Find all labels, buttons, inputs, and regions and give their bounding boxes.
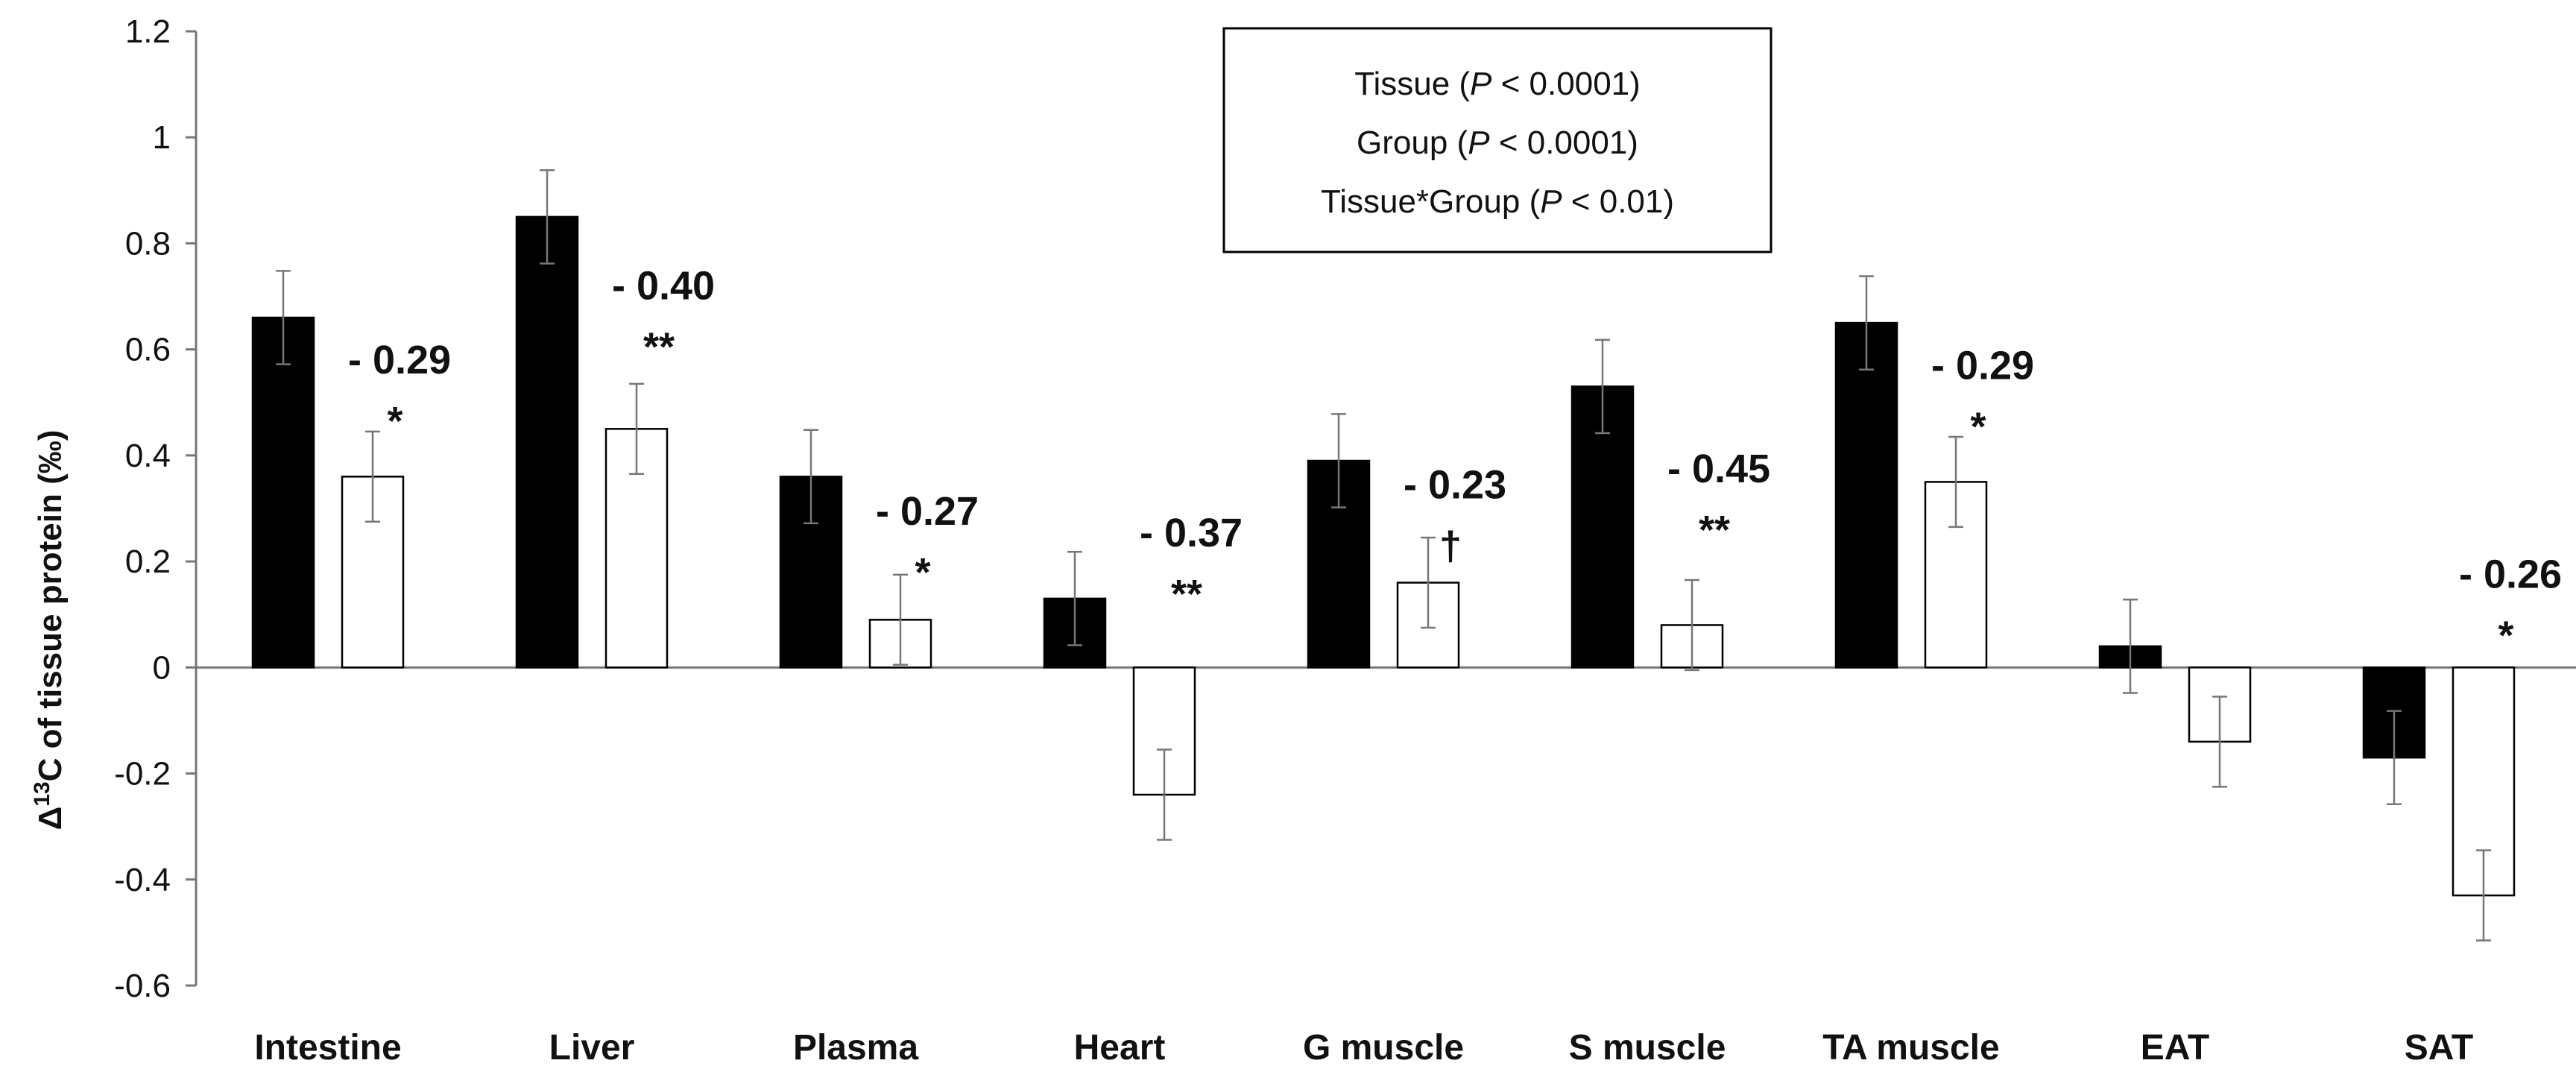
difference-label: - 0.40 — [612, 264, 715, 309]
stats-line-group: Group (P < 0.0001) — [1357, 124, 1638, 161]
difference-label: - 0.23 — [1404, 462, 1506, 507]
difference-label: - 0.37 — [1140, 511, 1243, 555]
stats-line-interaction: Tissue*Group (P < 0.01) — [1321, 183, 1674, 220]
difference-label: - 0.29 — [348, 338, 451, 382]
stats-line-tissue: Tissue (P < 0.0001) — [1354, 66, 1641, 102]
x-category-label: SAT — [2405, 1028, 2473, 1068]
y-tick-label: 0.2 — [125, 543, 171, 580]
y-axis-label: Δ13C of tissue protein (‰) — [30, 430, 69, 830]
bars-group — [251, 169, 2516, 942]
y-tick-label: 0.4 — [125, 438, 171, 474]
y-tick-label: 1 — [153, 119, 171, 156]
significance-marker: * — [1970, 404, 1986, 449]
y-tick-label: -0.4 — [114, 862, 171, 898]
bar-group1 — [515, 215, 579, 669]
stats-box-frame — [1222, 27, 1772, 253]
difference-label: - 0.27 — [876, 489, 979, 534]
y-tick-label: -0.6 — [114, 968, 171, 1004]
x-category-label: Intestine — [254, 1028, 401, 1068]
axes-group: 1.2 1 0.8 0.6 0.4 0.2 0 -0.2 -0.4 -0.6 Intestine Li… — [114, 13, 2576, 1068]
x-category-label: G muscle — [1303, 1028, 1464, 1068]
x-category-label: Heart — [1074, 1028, 1166, 1068]
y-tick-label: 1.2 — [125, 13, 171, 50]
y-tick-label: 0.6 — [125, 332, 171, 368]
y-tick-label: -0.2 — [114, 756, 171, 792]
stats-box: Tissue (P < 0.0001) Group (P < 0.0001) T… — [1222, 27, 1772, 253]
y-label-superscript: 13 — [30, 781, 54, 806]
significance-marker: * — [387, 399, 402, 444]
significance-marker: † — [1439, 523, 1462, 568]
x-category-label: Liver — [549, 1028, 635, 1068]
difference-label: - 0.29 — [1931, 343, 2034, 388]
significance-marker: * — [2498, 614, 2513, 658]
difference-label: - 0.45 — [1667, 447, 1770, 491]
y-tick-label: 0 — [153, 649, 171, 686]
significance-marker: ** — [643, 325, 675, 370]
annotations-group: - 0.29*- 0.40**- 0.27*- 0.37**- 0.23†- 0… — [348, 264, 2562, 658]
y-tick-label: 0.8 — [125, 225, 171, 262]
x-category-label: TA muscle — [1822, 1028, 1999, 1068]
difference-label: - 0.26 — [2459, 552, 2562, 597]
y-label-prefix: Δ — [32, 807, 69, 830]
x-category-label: S muscle — [1569, 1028, 1726, 1068]
bar-group1 — [251, 316, 315, 669]
significance-marker: ** — [1171, 572, 1202, 617]
x-category-label: Plasma — [793, 1028, 918, 1068]
significance-marker: * — [915, 550, 930, 595]
bar-group1 — [1834, 321, 1898, 669]
significance-marker: ** — [1699, 508, 1730, 552]
x-category-label: EAT — [2141, 1028, 2209, 1068]
y-label-suffix: C of tissue protein (‰) — [32, 430, 69, 782]
